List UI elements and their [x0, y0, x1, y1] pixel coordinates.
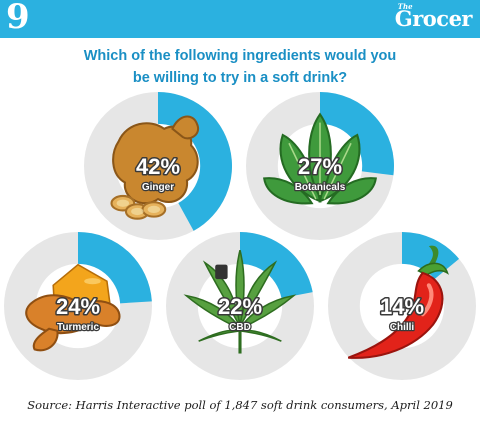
question-line-2: be willing to try in a soft drink?	[132, 70, 348, 86]
the-grocer-logo: The Grocer	[394, 2, 473, 34]
chart-question: Which of the following ingredients would…	[20, 45, 460, 89]
category-label-chilli: Chilli	[390, 322, 415, 333]
value-label-ginger: 42%	[136, 154, 180, 179]
category-label-botanicals: Botanicals	[295, 182, 346, 193]
top-banner: 9 The Grocer	[0, 0, 480, 38]
category-label-turmeric: Turmeric	[57, 322, 99, 333]
value-label-turmeric: 24%	[56, 294, 100, 319]
question-line-1: Which of the following ingredients would…	[83, 48, 397, 64]
category-label-ginger: Ginger	[142, 182, 174, 193]
donut-botanicals: 27% Botanicals	[246, 92, 394, 240]
issue-number: 9	[6, 0, 30, 37]
brand-the: The	[397, 2, 413, 11]
value-label-chilli: 14%	[380, 294, 424, 319]
donut-cbd: 22% CBD	[166, 232, 314, 380]
value-label-cbd: 22%	[218, 294, 262, 319]
source-note: Source: Harris Interactive poll of 1,847…	[27, 398, 453, 412]
category-label-cbd: CBD	[229, 322, 251, 333]
value-label-botanicals: 27%	[298, 154, 342, 179]
brand-name: Grocer	[394, 6, 473, 31]
donut-turmeric: 24% Turmeric	[4, 232, 152, 380]
donut-chilli: 14% Chilli	[328, 232, 476, 380]
donut-ginger: 42% Ginger	[84, 92, 232, 240]
donut-group: 42% Ginger 27% Botanicals 24% Turmeric 22% CBD 1…	[4, 92, 476, 380]
